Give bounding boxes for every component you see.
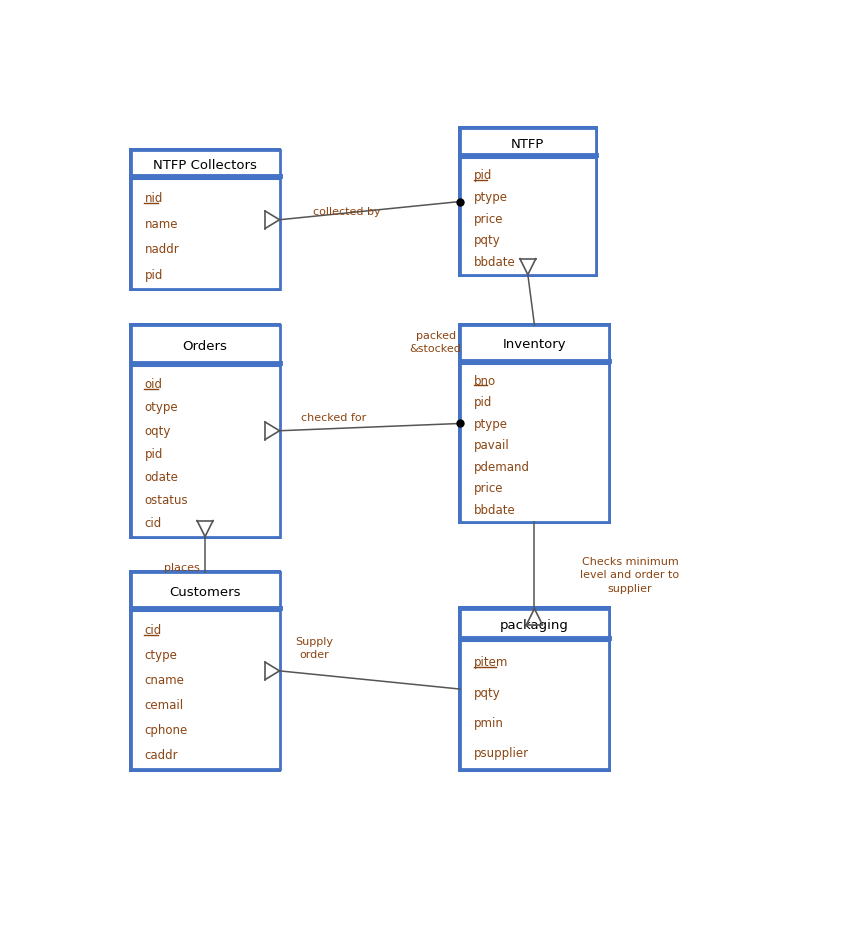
Text: price: price: [473, 212, 503, 226]
Text: NTFP: NTFP: [511, 138, 545, 150]
Text: cid: cid: [144, 623, 162, 636]
Text: oid: oid: [144, 378, 162, 391]
Text: ctype: ctype: [144, 649, 178, 662]
Text: pid: pid: [144, 447, 163, 461]
Text: NTFP Collectors: NTFP Collectors: [153, 159, 257, 172]
Text: cid: cid: [144, 516, 162, 530]
Text: cname: cname: [144, 673, 184, 686]
Bar: [458, 324, 611, 525]
Text: naddr: naddr: [144, 243, 179, 256]
Text: ostatus: ostatus: [144, 494, 188, 507]
Text: packed
&stocked: packed &stocked: [410, 330, 462, 354]
Text: bbdate: bbdate: [473, 256, 516, 269]
Bar: [131, 151, 280, 290]
Text: bbdate: bbdate: [473, 503, 516, 516]
Text: bno: bno: [473, 375, 496, 387]
Text: places: places: [164, 563, 200, 573]
Text: Inventory: Inventory: [502, 338, 566, 351]
Text: collected by: collected by: [313, 207, 381, 216]
Text: pmin: pmin: [473, 716, 504, 729]
Text: Supply
order: Supply order: [295, 636, 332, 659]
Text: pitem: pitem: [473, 656, 508, 668]
Text: Orders: Orders: [183, 339, 228, 352]
Text: Checks minimum
level and order to
supplier: Checks minimum level and order to suppli…: [581, 557, 679, 593]
Text: checked for: checked for: [301, 413, 366, 422]
Text: nid: nid: [144, 192, 163, 205]
Text: pid: pid: [473, 169, 492, 182]
Text: name: name: [144, 217, 178, 230]
Bar: [128, 570, 281, 772]
Text: pqty: pqty: [473, 234, 501, 247]
Text: packaging: packaging: [500, 618, 569, 632]
Text: pavail: pavail: [473, 439, 510, 452]
Bar: [128, 149, 281, 292]
Bar: [131, 326, 280, 537]
Text: cphone: cphone: [144, 723, 188, 736]
Text: pdemand: pdemand: [473, 460, 530, 473]
Bar: [128, 324, 281, 539]
Bar: [460, 326, 609, 523]
Text: caddr: caddr: [144, 749, 178, 762]
Text: otype: otype: [144, 401, 178, 413]
Text: price: price: [473, 481, 503, 495]
Bar: [460, 609, 609, 769]
Bar: [458, 127, 598, 278]
Text: pqty: pqty: [473, 686, 501, 699]
Text: oqty: oqty: [144, 424, 171, 437]
Text: psupplier: psupplier: [473, 746, 529, 759]
Text: ptype: ptype: [473, 417, 507, 430]
Text: odate: odate: [144, 470, 178, 483]
Bar: [131, 573, 280, 769]
Text: pid: pid: [144, 268, 163, 281]
Bar: [458, 607, 611, 772]
Bar: [460, 129, 596, 276]
Text: pid: pid: [473, 396, 492, 409]
Text: Customers: Customers: [169, 585, 241, 598]
Text: cemail: cemail: [144, 699, 184, 712]
Text: ptype: ptype: [473, 191, 507, 204]
